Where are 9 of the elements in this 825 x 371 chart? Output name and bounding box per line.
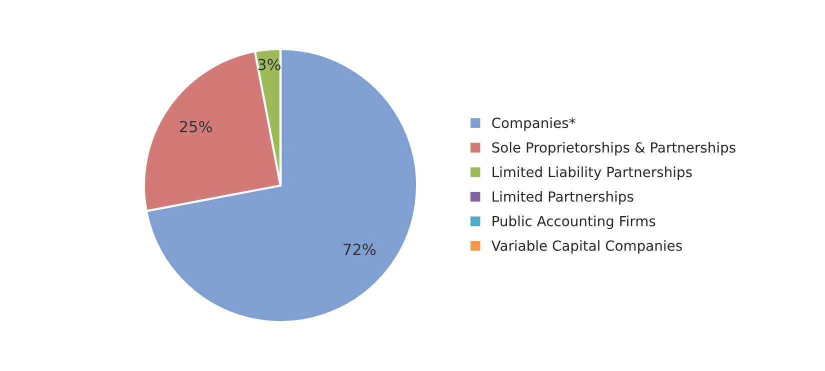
legend-label: Limited Partnerships <box>492 191 634 204</box>
data-label: 72% <box>344 244 376 256</box>
pie-slice <box>145 48 418 324</box>
legend-label: Sole Proprietorships & Partnerships <box>492 142 736 156</box>
data-label: 25% <box>180 120 212 132</box>
legend-label: Companies* <box>492 117 576 131</box>
legend-label: Public Accounting Firms <box>492 216 656 230</box>
legend-label: Limited Liability Partnerships <box>492 166 692 180</box>
legend-label: Variable Capital Companies <box>491 240 682 254</box>
